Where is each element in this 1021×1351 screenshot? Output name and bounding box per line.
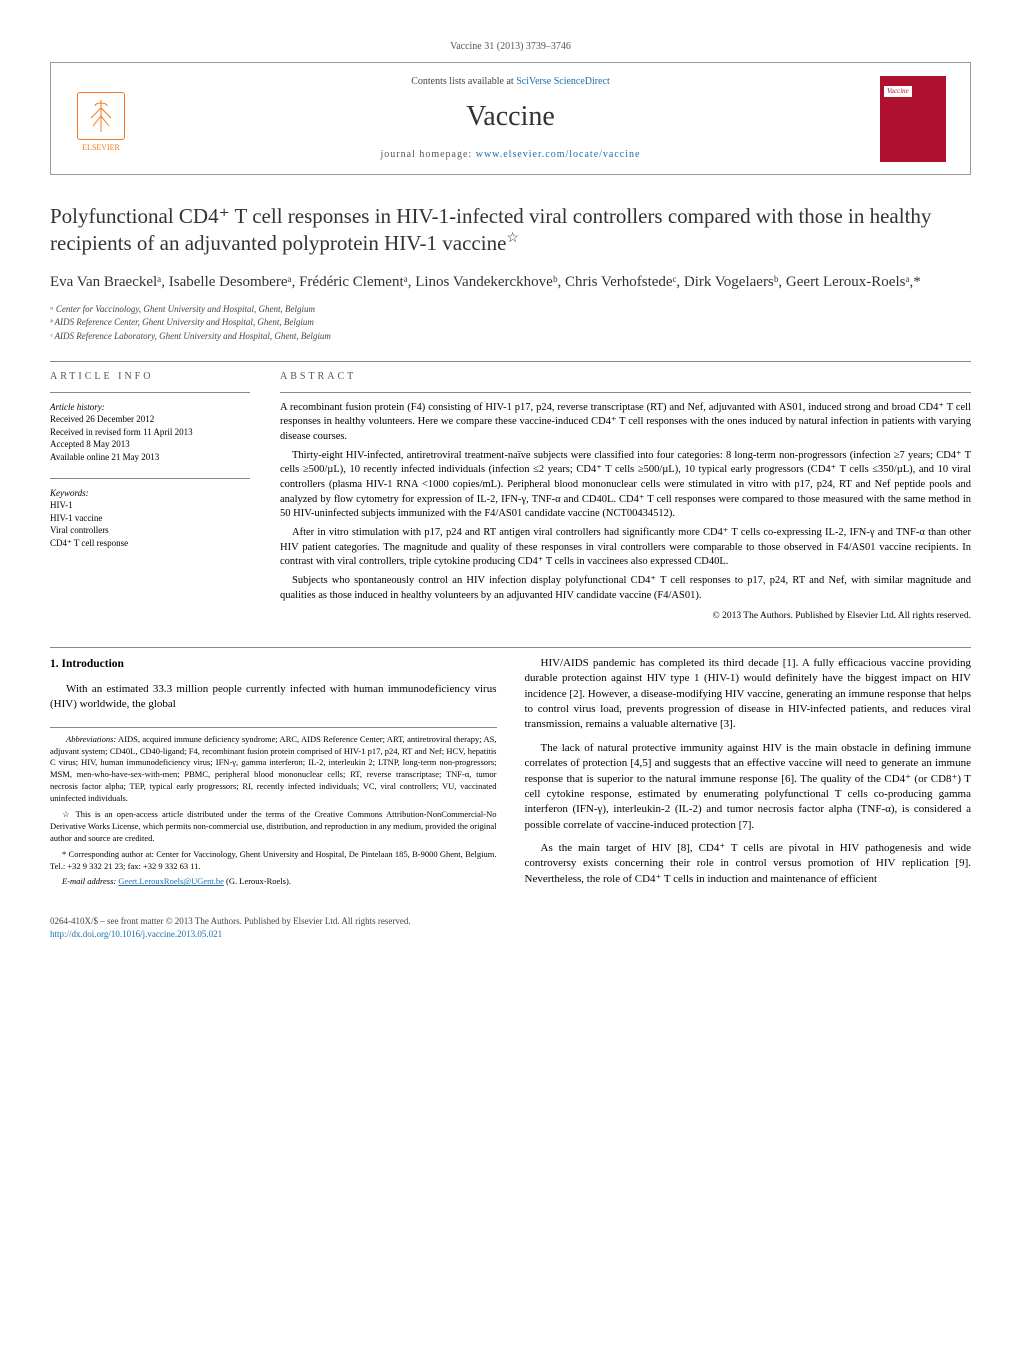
abstract-p3: After in vitro stimulation with p17, p24… (280, 526, 971, 570)
affiliations: ᵃ Center for Vaccinology, Ghent Universi… (50, 303, 971, 343)
title-footnote-star: ☆ (506, 231, 519, 246)
homepage-line: journal homepage: www.elsevier.com/locat… (141, 148, 880, 162)
open-access-footnote: ☆ This is an open-access article distrib… (50, 809, 497, 845)
elsevier-tree-icon (77, 92, 125, 140)
section-1-head: 1. Introduction (50, 656, 497, 672)
authors-list: Eva Van Braeckelᵃ, Isabelle Desombereᵃ, … (50, 272, 971, 293)
footnotes-block: Abbreviations: AIDS, acquired immune def… (50, 727, 497, 889)
article-info-head: ARTICLE INFO (50, 370, 250, 384)
sciencedirect-link[interactable]: SciVerse ScienceDirect (516, 76, 610, 87)
intro-p3-right: As the main target of HIV [8], CD4⁺ T ce… (525, 841, 972, 887)
keywords-block: Keywords: HIV-1 HIV-1 vaccine Viral cont… (50, 487, 250, 550)
intro-p1-left: With an estimated 33.3 million people cu… (50, 682, 497, 713)
abbreviations-footnote: Abbreviations: AIDS, acquired immune def… (50, 734, 497, 805)
email-footnote: E-mail address: Geert.LerouxRoels@UGent.… (50, 876, 497, 888)
affiliation-b: ᵇ AIDS Reference Center, Ghent Universit… (50, 316, 971, 329)
homepage-link[interactable]: www.elsevier.com/locate/vaccine (476, 149, 641, 160)
doi-link[interactable]: http://dx.doi.org/10.1016/j.vaccine.2013… (50, 929, 222, 939)
elsevier-label: ELSEVIER (82, 142, 120, 153)
journal-name: Vaccine (141, 97, 880, 136)
citation-line: Vaccine 31 (2013) 3739–3746 (50, 40, 971, 54)
article-history: Article history: Received 26 December 20… (50, 401, 250, 464)
intro-p1-right: HIV/AIDS pandemic has completed its thir… (525, 656, 972, 733)
article-info-column: ARTICLE INFO Article history: Received 2… (50, 370, 250, 623)
abstract-head: ABSTRACT (280, 370, 971, 384)
email-link[interactable]: Geert.LerouxRoels@UGent.be (118, 876, 224, 886)
intro-p2-right: The lack of natural protective immunity … (525, 741, 972, 833)
contents-line: Contents lists available at SciVerse Sci… (141, 75, 880, 89)
elsevier-logo: ELSEVIER (71, 84, 131, 154)
abstract-copyright: © 2013 The Authors. Published by Elsevie… (280, 610, 971, 623)
elsevier-logo-block: ELSEVIER (71, 84, 141, 154)
abstract-p2: Thirty-eight HIV-infected, antiretrovira… (280, 449, 971, 522)
abstract-p4: Subjects who spontaneously control an HI… (280, 574, 971, 603)
cover-label: Vaccine (884, 86, 912, 98)
abstract-column: ABSTRACT A recombinant fusion protein (F… (280, 370, 971, 623)
article-title: Polyfunctional CD4⁺ T cell responses in … (50, 203, 971, 258)
abstract-p1: A recombinant fusion protein (F4) consis… (280, 401, 971, 445)
cover-thumbnail: Vaccine (880, 76, 950, 162)
body-two-column: 1. Introduction With an estimated 33.3 m… (50, 656, 971, 895)
journal-header: ELSEVIER Contents lists available at Sci… (50, 62, 971, 175)
right-column: HIV/AIDS pandemic has completed its thir… (525, 656, 972, 895)
separator-rule (50, 361, 971, 362)
affiliation-a: ᵃ Center for Vaccinology, Ghent Universi… (50, 303, 971, 316)
affiliation-c: ᶜ AIDS Reference Laboratory, Ghent Unive… (50, 330, 971, 343)
left-column: 1. Introduction With an estimated 33.3 m… (50, 656, 497, 895)
footer-copyright: 0264-410X/$ – see front matter © 2013 Th… (50, 915, 971, 940)
corresponding-author-footnote: * Corresponding author at: Center for Va… (50, 849, 497, 873)
